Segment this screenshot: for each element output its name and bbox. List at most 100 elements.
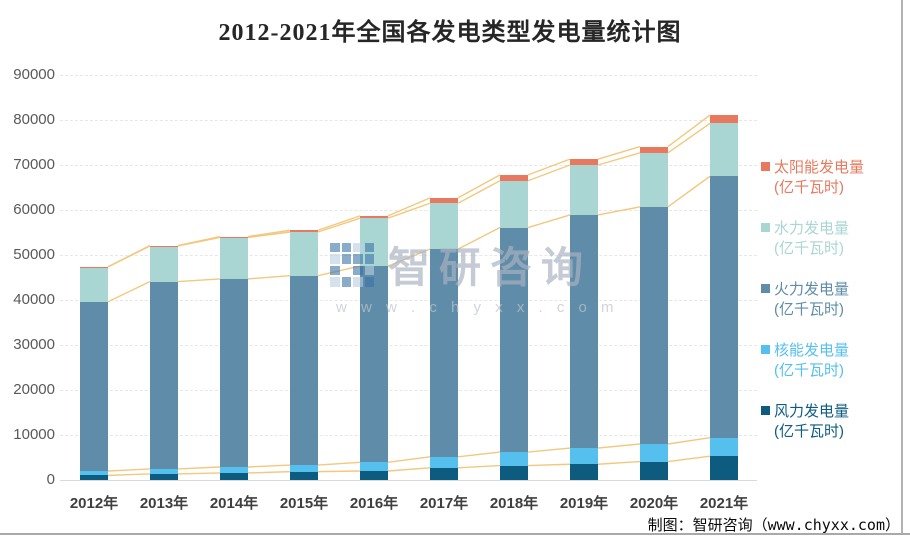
bar-segment-火力发电量-2018年 (500, 227, 528, 453)
bar-segment-太阳能发电量-2019年 (570, 159, 598, 165)
x-axis-label-2019年: 2019年 (559, 495, 609, 512)
chart-title: 2012-2021年全国各发电类型发电量统计图 (218, 20, 682, 46)
bar-segment-风力发电量-2018年 (500, 465, 528, 480)
y-axis-tick-label: 20000 (13, 381, 55, 398)
right-border-line (901, 0, 903, 534)
bar-segment-核能发电量-2016年 (360, 462, 388, 471)
legend-item-nuclear: 核能发电量 (亿千瓦时) (761, 341, 907, 381)
bar-segment-风力发电量-2021年 (710, 456, 738, 480)
x-axis-label-2020年: 2020年 (629, 495, 679, 512)
y-axis-tick-label: 10000 (13, 426, 55, 443)
bar-segment-太阳能发电量-2017年 (430, 197, 458, 204)
legend-unit: (亿千瓦时) (774, 240, 844, 257)
legend: 太阳能发电量 (亿千瓦时) 水力发电量 (亿千瓦时) 火力发电量 (亿千瓦时) … (761, 158, 907, 463)
gridline-40000 (60, 300, 757, 301)
bar-segment-火力发电量-2019年 (570, 214, 598, 449)
thermal-swatch-icon (761, 284, 770, 293)
bar-segment-太阳能发电量-2013年 (150, 245, 178, 247)
bar-segment-太阳能发电量-2015年 (290, 230, 318, 232)
bar-segment-风力发电量-2020年 (640, 461, 668, 480)
gridline-0 (60, 480, 757, 481)
gridline-30000 (60, 345, 757, 346)
x-axis-label-2015年: 2015年 (279, 495, 329, 512)
legend-unit: (亿千瓦时) (774, 179, 844, 196)
x-axis-label-2018年: 2018年 (489, 495, 539, 512)
bar-segment-火力发电量-2021年 (710, 176, 738, 438)
legend-item-thermal: 火力发电量 (亿千瓦时) (761, 280, 907, 320)
bar-segment-太阳能发电量-2018年 (500, 174, 528, 181)
bar-segment-水力发电量-2020年 (640, 152, 668, 207)
x-axis-label-2021年: 2021年 (699, 495, 749, 512)
bar-segment-火力发电量-2013年 (150, 281, 178, 469)
gridline-80000 (60, 120, 757, 121)
bar-segment-风力发电量-2016年 (360, 471, 388, 480)
legend-label: 水力发电量 (774, 220, 850, 237)
bar-segment-核能发电量-2017年 (430, 456, 458, 468)
y-axis-tick-label: 80000 (13, 111, 55, 128)
y-axis-tick-label: 90000 (13, 66, 55, 83)
gridline-70000 (60, 165, 757, 166)
bar-segment-火力发电量-2016年 (360, 266, 388, 463)
x-axis-label-2012年: 2012年 (69, 495, 119, 512)
bar-segment-风力发电量-2014年 (220, 472, 248, 480)
gridline-90000 (60, 75, 757, 76)
bar-segment-水力发电量-2015年 (290, 232, 318, 276)
gridline-10000 (60, 435, 757, 436)
x-axis-label-2017年: 2017年 (419, 495, 469, 512)
y-axis-tick-label: 60000 (13, 201, 55, 218)
bar-segment-水力发电量-2013年 (150, 245, 178, 282)
legend-item-wind: 风力发电量 (亿千瓦时) (761, 402, 907, 442)
bar-segment-水力发电量-2014年 (220, 237, 248, 279)
bar-segment-核能发电量-2012年 (80, 471, 108, 476)
y-axis-tick-label: 50000 (13, 246, 55, 263)
bar-segment-火力发电量-2015年 (290, 275, 318, 466)
hydro-swatch-icon (761, 223, 770, 232)
legend-label: 火力发电量 (774, 281, 850, 298)
bar-segment-水力发电量-2016年 (360, 218, 388, 267)
x-axis-label-2016年: 2016年 (349, 495, 399, 512)
legend-unit: (亿千瓦时) (774, 301, 844, 318)
bar-segment-太阳能发电量-2012年 (80, 266, 108, 268)
legend-label: 风力发电量 (774, 403, 850, 420)
bar-segment-水力发电量-2018年 (500, 180, 528, 228)
bar-segment-核能发电量-2018年 (500, 452, 528, 466)
gridline-20000 (60, 390, 757, 391)
bar-segment-水力发电量-2019年 (570, 165, 598, 215)
bar-segment-太阳能发电量-2014年 (220, 236, 248, 238)
bar-segment-风力发电量-2019年 (570, 464, 598, 480)
legend-item-solar: 太阳能发电量 (亿千瓦时) (761, 158, 907, 198)
nuclear-swatch-icon (761, 345, 770, 354)
bar-segment-水力发电量-2021年 (710, 123, 738, 177)
legend-label: 核能发电量 (774, 342, 850, 359)
bar-segment-核能发电量-2020年 (640, 444, 668, 462)
bar-segment-核能发电量-2019年 (570, 448, 598, 465)
bar-segment-水力发电量-2017年 (430, 203, 458, 250)
solar-swatch-icon (761, 162, 770, 171)
bar-segment-核能发电量-2013年 (150, 468, 178, 474)
bar-segment-核能发电量-2015年 (290, 465, 318, 472)
y-axis-tick-label: 40000 (13, 291, 55, 308)
y-axis-tick-label: 70000 (13, 156, 55, 173)
bar-segment-风力发电量-2015年 (290, 471, 318, 480)
bar-segment-太阳能发电量-2016年 (360, 215, 388, 219)
bar-segment-火力发电量-2014年 (220, 278, 248, 467)
y-axis-tick-label: 0 (46, 471, 55, 488)
bar-segment-风力发电量-2012年 (80, 475, 108, 480)
legend-label: 太阳能发电量 (774, 159, 865, 176)
bar-segment-火力发电量-2020年 (640, 206, 668, 444)
bar-segment-火力发电量-2012年 (80, 301, 108, 471)
x-axis-label-2013年: 2013年 (139, 495, 189, 512)
legend-unit: (亿千瓦时) (774, 423, 844, 440)
bar-segment-太阳能发电量-2020年 (640, 146, 668, 153)
wind-swatch-icon (761, 406, 770, 415)
bar-segment-核能发电量-2021年 (710, 437, 738, 457)
credit-attribution: 制图：智研咨询（www.chyxx.com） (647, 516, 900, 534)
legend-item-hydro: 水力发电量 (亿千瓦时) (761, 219, 907, 259)
bar-segment-风力发电量-2017年 (430, 467, 458, 480)
bar-segment-水力发电量-2012年 (80, 266, 108, 302)
y-axis-tick-label: 30000 (13, 336, 55, 353)
legend-unit: (亿千瓦时) (774, 362, 844, 379)
bar-segment-火力发电量-2017年 (430, 249, 458, 457)
x-axis-label-2014年: 2014年 (209, 495, 259, 512)
bottom-border-line (0, 533, 910, 535)
